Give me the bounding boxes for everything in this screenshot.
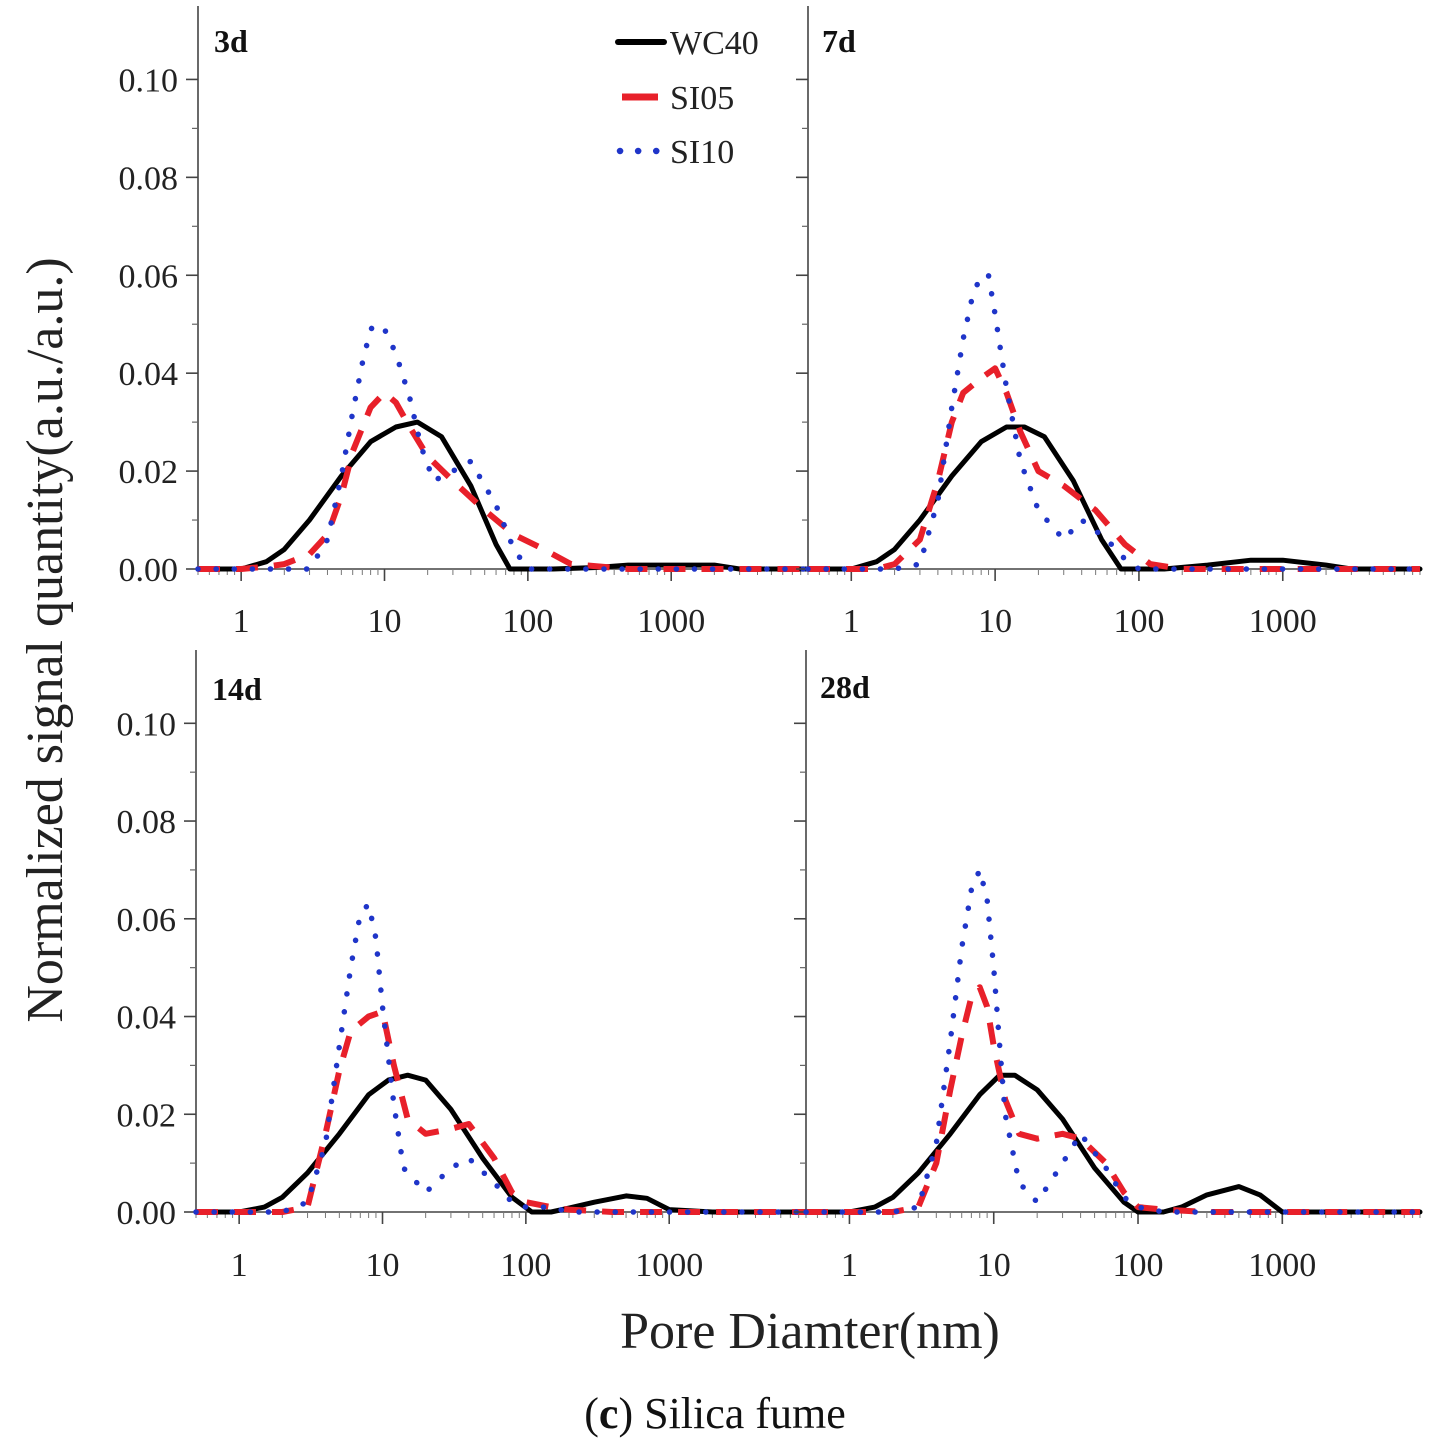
x-tick-label: 1 <box>231 1247 248 1284</box>
legend-label-wc40: WC40 <box>670 25 759 62</box>
panel-label: 14d <box>212 671 262 707</box>
x-axis-title: Pore Diamter(nm) <box>620 1303 1000 1360</box>
series-line-si05 <box>806 984 1420 1215</box>
legend: WC40 SI05 SI10 <box>615 25 759 171</box>
x-tick-label: 1 <box>843 603 860 640</box>
series-line-wc40 <box>803 1072 1423 1215</box>
legend-label-si10: SI10 <box>670 134 734 171</box>
y-tick-label: 0.10 <box>117 706 177 743</box>
y-tick-label: 0.02 <box>119 454 179 491</box>
x-tick-label: 10 <box>366 1247 400 1284</box>
panel-label: 3d <box>214 23 248 59</box>
x-tick-label: 10 <box>368 603 402 640</box>
x-tick-label: 1000 <box>635 1247 703 1284</box>
panel-14d: 0.00 0.02 0.04 0.06 0.08 0.10 1 10 100 1000 14d <box>117 650 809 1284</box>
y-tick-label: 0.00 <box>117 1195 177 1232</box>
y-tick-label: 0.08 <box>119 160 179 197</box>
panel-label: 28d <box>820 669 870 705</box>
x-tick-label: 1000 <box>637 603 705 640</box>
series-line-si10 <box>193 901 809 1215</box>
x-tick-label: 1000 <box>1248 1247 1316 1284</box>
caption-open-paren: ( <box>584 1389 599 1438</box>
series-line-wc40 <box>195 419 811 572</box>
y-tick-label: 0.06 <box>119 258 179 295</box>
legend-label-si05: SI05 <box>670 80 734 117</box>
series-line-si10 <box>803 867 1423 1215</box>
panel-3d: 0.00 0.02 0.04 0.06 0.08 0.10 1 10 100 1000 3d <box>119 6 811 640</box>
y-tick-label: 0.08 <box>117 804 177 841</box>
series-line-wc40 <box>805 424 1423 572</box>
y-tick-label: 0.00 <box>119 552 179 589</box>
x-tick-label: 1 <box>233 603 250 640</box>
y-tick-label: 0.04 <box>117 1000 177 1037</box>
x-tick-label: 100 <box>1113 603 1164 640</box>
caption-close-paren: ) <box>618 1389 634 1438</box>
series-line-si10 <box>195 321 811 572</box>
panel-7d: 1 10 100 1000 7d <box>796 6 1423 640</box>
caption-letter: c <box>598 1389 619 1438</box>
x-tick-label: 1000 <box>1249 603 1317 640</box>
y-tick-label: 0.02 <box>117 1097 177 1134</box>
x-tick-label: 100 <box>500 1247 551 1284</box>
caption-text: Silica fume <box>644 1389 846 1438</box>
x-tick-label: 10 <box>978 603 1012 640</box>
y-axis-title: Normalized signal quantity(a.u./a.u.) <box>17 257 74 1022</box>
x-tick-label: 10 <box>977 1247 1011 1284</box>
y-tick-label: 0.04 <box>119 356 179 393</box>
series-line-si05 <box>808 365 1420 572</box>
y-tick-label: 0.10 <box>119 62 179 99</box>
series-line-wc40 <box>193 1072 809 1215</box>
x-tick-label: 100 <box>1113 1247 1164 1284</box>
y-tick-label: 0.06 <box>117 902 177 939</box>
series-line-si10 <box>805 272 1423 572</box>
figure-caption: (c) Silica fume <box>0 1388 1430 1439</box>
panel-label: 7d <box>822 23 856 59</box>
x-tick-label: 1 <box>841 1247 858 1284</box>
panel-28d: 1 10 100 1000 28d <box>794 650 1423 1284</box>
x-tick-label: 100 <box>502 603 553 640</box>
